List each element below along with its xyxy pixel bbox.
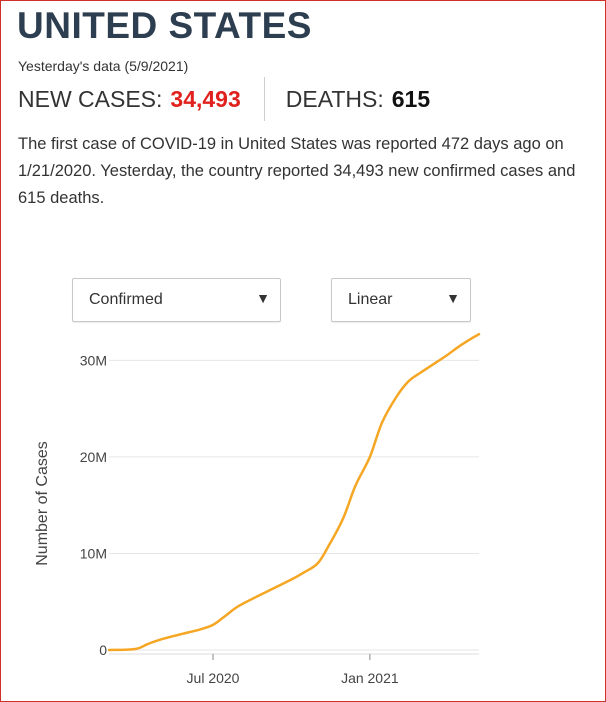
series-line-confirmed (107, 332, 481, 652)
metric-select-value: Confirmed (89, 291, 163, 308)
y-axis-title: Number of Cases (34, 441, 51, 566)
x-tick-label: Jan 2021 (341, 670, 399, 686)
new-cases-stat: NEW CASES: 34,493 (18, 86, 241, 113)
data-date: Yesterday's data (5/9/2021) (18, 58, 189, 74)
y-tick-label: 20M (80, 449, 107, 465)
y-tick-labels: 0 10M 20M 30M (80, 352, 107, 658)
scale-select-value: Linear (348, 291, 393, 308)
page-title: UNITED STATES (17, 5, 312, 46)
grid-lines (109, 359, 479, 651)
triangle-down-icon: ▼ (446, 290, 460, 306)
x-axis: Jul 2020 Jan 2021 (109, 653, 479, 686)
summary-text: The first case of COVID-19 in United Sta… (18, 135, 576, 207)
new-cases-value: 34,493 (170, 85, 241, 112)
stats-row: NEW CASES: 34,493 DEATHS: 615 (18, 77, 430, 121)
triangle-down-icon: ▼ (256, 290, 270, 306)
deaths-stat: DEATHS: 615 (286, 86, 430, 113)
y-tick-label: 30M (80, 352, 107, 368)
y-tick-label: 0 (99, 642, 107, 658)
deaths-label: DEATHS: (285, 85, 384, 112)
y-tick-label: 10M (80, 545, 107, 561)
stats-divider (263, 77, 265, 121)
series-layer (107, 332, 481, 652)
deaths-value: 615 (391, 85, 431, 112)
new-cases-label: NEW CASES: (18, 85, 163, 112)
metric-select[interactable]: Confirmed ▼ (72, 278, 281, 322)
scale-select[interactable]: Linear ▼ (331, 278, 471, 322)
cases-chart: 0 10M 20M 30M Jul 2020 Jan 2021 Number of Ca… (34, 332, 481, 686)
x-tick-label: Jul 2020 (187, 670, 240, 686)
